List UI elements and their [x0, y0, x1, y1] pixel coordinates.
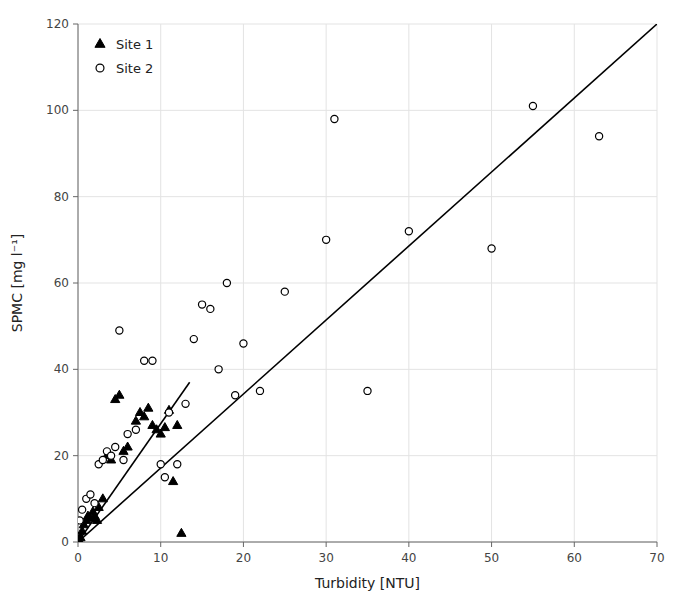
x-tick-label: 60 [567, 551, 582, 565]
point [107, 452, 114, 459]
x-tick-label: 30 [319, 551, 334, 565]
point [99, 456, 106, 463]
y-tick [73, 369, 78, 370]
point [190, 336, 197, 343]
x-tick-label: 10 [153, 551, 168, 565]
legend-entry: Site 2 [116, 61, 153, 76]
y-tick-label: 20 [54, 449, 69, 463]
y-tick-label: 120 [46, 17, 69, 31]
x-tick [160, 542, 161, 547]
x-tick [574, 542, 575, 547]
y-axis-line [78, 24, 79, 542]
x-tick-label: 70 [649, 551, 664, 565]
background [0, 0, 685, 608]
x-tick-label: 0 [74, 551, 82, 565]
y-tick [73, 542, 78, 543]
point [174, 461, 181, 468]
point [78, 517, 83, 524]
x-tick [408, 542, 409, 547]
x-tick [326, 542, 327, 547]
y-tick [73, 24, 78, 25]
y-tick [73, 283, 78, 284]
x-axis-label: Turbidity [NTU] [314, 575, 420, 591]
y-tick-label: 40 [54, 362, 69, 376]
point [124, 430, 131, 437]
point [364, 387, 371, 394]
point [215, 366, 222, 373]
x-tick [78, 542, 79, 547]
x-tick-label: 20 [236, 551, 251, 565]
y-grid-line [78, 196, 657, 197]
point [79, 506, 86, 513]
point [182, 400, 189, 407]
y-grid-line [78, 24, 657, 25]
plot-data [78, 24, 657, 542]
y-tick [73, 455, 78, 456]
y-grid-line [78, 542, 657, 543]
point [140, 412, 149, 420]
point [207, 305, 214, 312]
point [115, 390, 124, 398]
grid [78, 24, 657, 542]
chart: 0 10 20 30 40 50 60 70 0 20 40 60 80 100 120 Turbidity … [0, 0, 685, 608]
y-tick-label: 100 [46, 103, 69, 117]
point [161, 474, 168, 481]
point [149, 357, 156, 364]
point [120, 456, 127, 463]
point [281, 288, 288, 295]
point [256, 387, 263, 394]
points [78, 102, 603, 542]
x-tick [657, 542, 658, 547]
axes: 0 10 20 30 40 50 60 70 0 20 40 60 80 100 120 [46, 17, 665, 565]
point [91, 500, 98, 507]
point [165, 409, 172, 416]
point [240, 340, 247, 347]
x-tick [491, 542, 492, 547]
point [323, 236, 330, 243]
point [169, 477, 178, 485]
point [177, 528, 186, 536]
y-tick-label: 80 [54, 190, 69, 204]
regression-line [78, 382, 190, 542]
point [223, 279, 230, 286]
legend-entry: Site 1 [116, 37, 153, 52]
point [157, 461, 164, 468]
x-grid-line [78, 24, 79, 542]
point [116, 327, 123, 334]
y-grid-line [78, 110, 657, 111]
y-tick-label: 60 [54, 276, 69, 290]
point [596, 133, 603, 140]
x-tick-label: 40 [401, 551, 416, 565]
legend: Site 1 Site 2 [95, 37, 153, 76]
point [98, 494, 107, 502]
x-axis-line [78, 542, 657, 543]
point [488, 245, 495, 252]
x-tick-label: 50 [484, 551, 499, 565]
y-tick-label: 0 [61, 535, 69, 549]
point [123, 442, 132, 450]
lines [78, 24, 657, 542]
y-tick [73, 196, 78, 197]
point [144, 403, 153, 411]
legend-marker [95, 39, 105, 48]
point [232, 392, 239, 399]
point [331, 115, 338, 122]
point [112, 443, 119, 450]
point [405, 228, 412, 235]
point [132, 426, 139, 433]
point [92, 515, 101, 523]
point [173, 420, 182, 428]
point [529, 102, 536, 109]
x-tick [243, 542, 244, 547]
point [160, 423, 169, 431]
y-grid-line [78, 369, 657, 370]
y-axis-label: SPMC [mg l⁻¹] [9, 234, 25, 332]
point [198, 301, 205, 308]
point [87, 491, 94, 498]
regression-line [78, 24, 657, 542]
legend-marker [96, 64, 104, 72]
y-tick [73, 110, 78, 111]
y-grid-line [78, 455, 657, 456]
point [141, 357, 148, 364]
